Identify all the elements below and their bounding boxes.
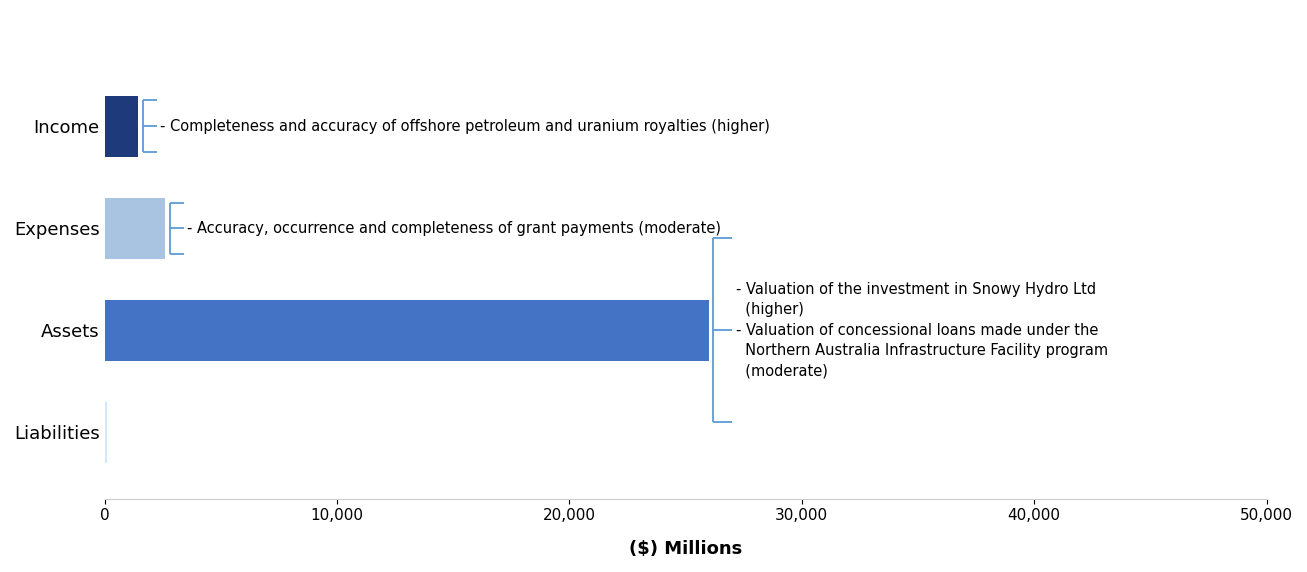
Text: - Completeness and accuracy of offshore petroleum and uranium royalties (higher): - Completeness and accuracy of offshore …: [161, 118, 770, 134]
Text: - Accuracy, occurrence and completeness of grant payments (moderate): - Accuracy, occurrence and completeness …: [187, 221, 721, 236]
Bar: [105, 96, 139, 157]
Text: - Valuation of the investment in Snowy Hydro Ltd
  (higher)
- Valuation of conce: - Valuation of the investment in Snowy H…: [736, 282, 1107, 379]
X-axis label: ($) Millions: ($) Millions: [629, 540, 742, 558]
Bar: [105, 197, 165, 259]
Bar: [105, 402, 107, 463]
Bar: [105, 300, 708, 361]
